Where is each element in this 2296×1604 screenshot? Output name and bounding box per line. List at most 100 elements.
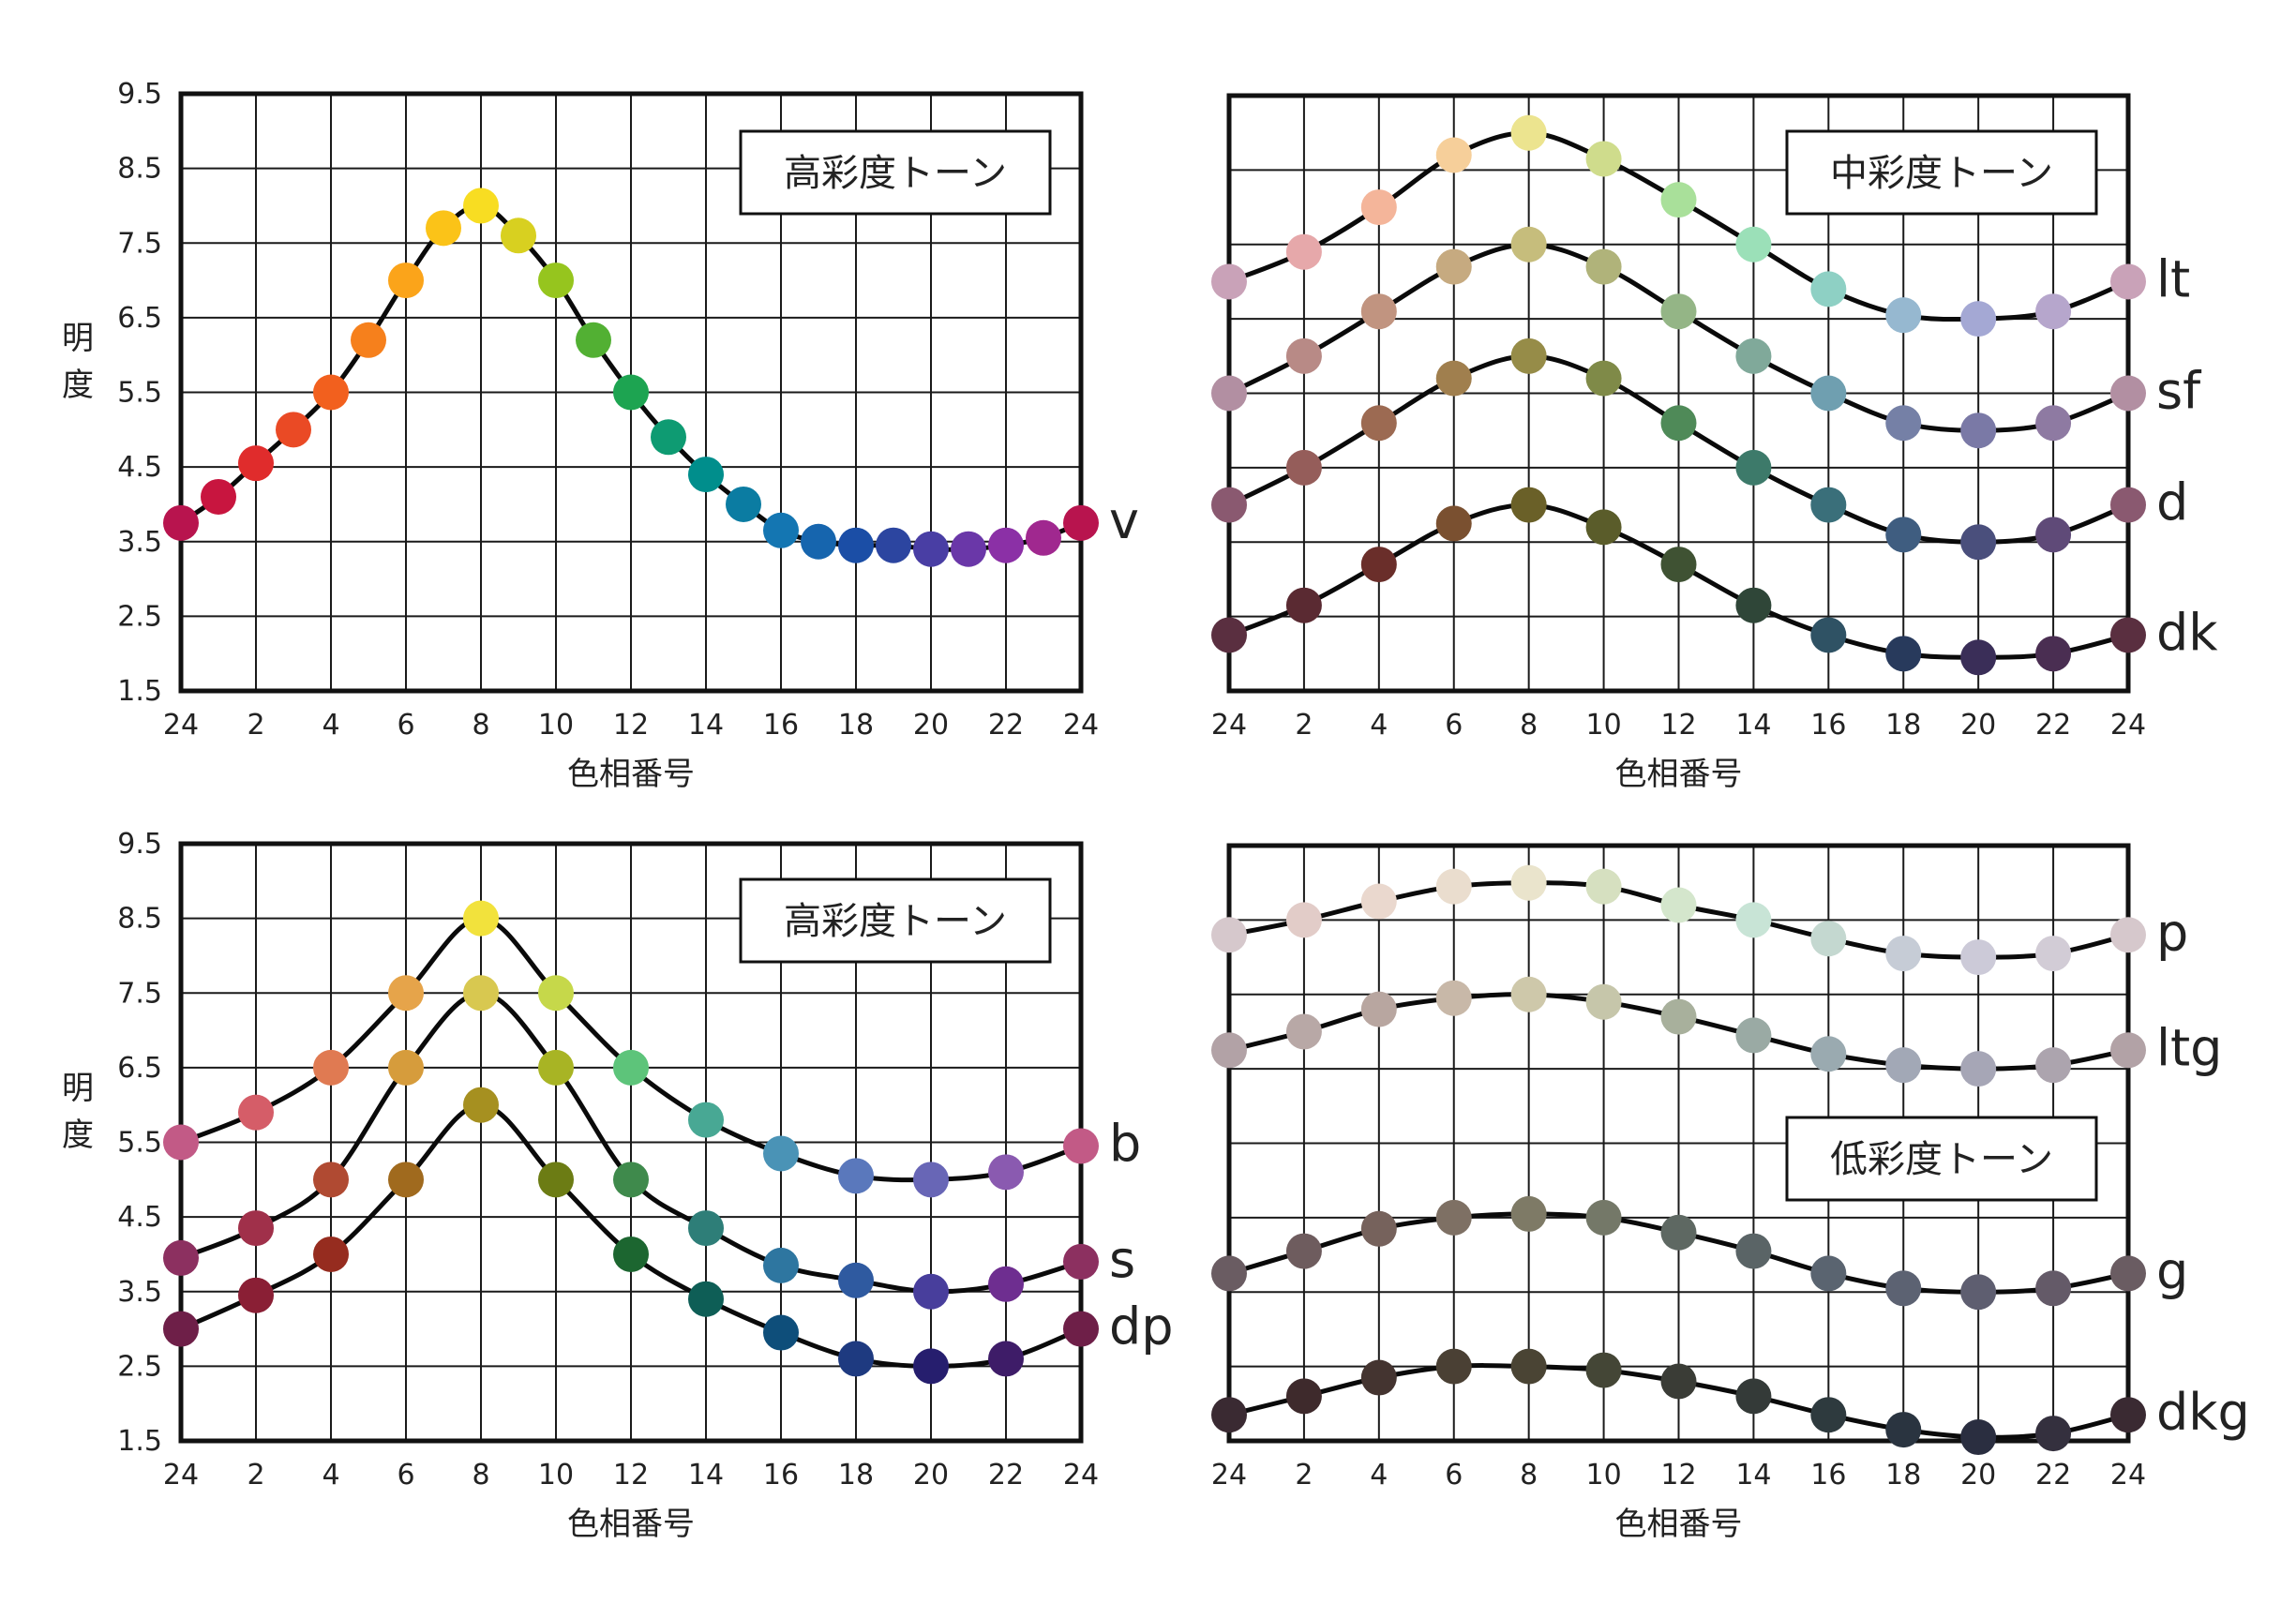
data-point-dp bbox=[838, 1341, 874, 1377]
data-point-dp bbox=[538, 1162, 574, 1198]
data-point-s bbox=[388, 1049, 424, 1086]
x-tick-label: 4 bbox=[1370, 709, 1388, 742]
series-label-ltg: ltg bbox=[2156, 1018, 2222, 1077]
data-point-s bbox=[163, 1239, 199, 1276]
data-point-dk bbox=[1435, 505, 1472, 542]
data-point-d bbox=[2110, 487, 2146, 523]
chart-title: 高彩度トーン bbox=[784, 152, 1007, 195]
data-point-b bbox=[913, 1162, 949, 1198]
series-dkg: dkg bbox=[1211, 1348, 2250, 1456]
x-tick-label: 8 bbox=[1520, 1459, 1538, 1492]
y-tick-label: 9.5 bbox=[117, 828, 162, 861]
data-point-b bbox=[463, 900, 499, 937]
data-point-lt bbox=[1360, 189, 1397, 226]
series-p: p bbox=[1211, 864, 2188, 976]
data-point-p bbox=[2110, 917, 2146, 953]
data-point-dk bbox=[1960, 639, 1997, 676]
data-point-d bbox=[1285, 449, 1322, 486]
x-tick-label: 2 bbox=[247, 1459, 264, 1492]
data-point-dk bbox=[2110, 617, 2146, 653]
data-point-lt bbox=[1585, 141, 1622, 177]
y-tick-label: 5.5 bbox=[117, 377, 162, 410]
series-label-p: p bbox=[2156, 903, 2188, 962]
data-point-g bbox=[1211, 1255, 1247, 1292]
data-point-sf bbox=[1960, 412, 1997, 449]
series-v: v bbox=[163, 187, 1139, 567]
data-point-dk bbox=[2035, 636, 2072, 672]
data-point-v bbox=[651, 419, 686, 456]
data-point-b bbox=[763, 1135, 799, 1172]
data-point-b bbox=[163, 1124, 199, 1161]
data-point-v bbox=[838, 527, 874, 563]
x-tick-label: 14 bbox=[1735, 709, 1771, 742]
data-point-v bbox=[538, 262, 574, 299]
data-point-p bbox=[1660, 887, 1697, 923]
x-tick-label: 6 bbox=[397, 709, 414, 742]
chart-title-box: 中彩度トーン bbox=[1785, 129, 2098, 216]
data-point-d bbox=[1660, 405, 1697, 442]
x-tick-label: 24 bbox=[163, 709, 199, 742]
data-point-ltg bbox=[1285, 1013, 1322, 1050]
data-point-b bbox=[538, 975, 574, 1012]
data-point-dk bbox=[1360, 547, 1397, 583]
data-point-lt bbox=[2110, 263, 2146, 300]
x-tick-label: 10 bbox=[1585, 1459, 1621, 1492]
x-tick-label: 6 bbox=[1445, 709, 1463, 742]
data-point-ltg bbox=[1510, 976, 1547, 1012]
data-point-dkg bbox=[1885, 1412, 1922, 1448]
y-axis-label-char: 明 bbox=[62, 1070, 94, 1107]
series-g: g bbox=[1211, 1195, 2188, 1311]
data-point-v bbox=[913, 531, 949, 567]
chart-title: 中彩度トーン bbox=[1830, 152, 2053, 195]
series-dp: dp bbox=[163, 1087, 1174, 1385]
y-tick-label: 8.5 bbox=[117, 903, 162, 936]
y-tick-label: 5.5 bbox=[117, 1127, 162, 1160]
x-tick-label: 6 bbox=[397, 1459, 414, 1492]
data-point-dp bbox=[463, 1087, 499, 1123]
data-point-ltg bbox=[1585, 983, 1622, 1020]
data-point-g bbox=[2110, 1255, 2146, 1292]
series-label-d: d bbox=[2156, 473, 2188, 532]
x-tick-label: 6 bbox=[1445, 1459, 1463, 1492]
data-point-ltg bbox=[1435, 980, 1472, 1016]
series-label-sf: sf bbox=[2156, 362, 2202, 421]
y-tick-label: 1.5 bbox=[117, 675, 162, 708]
plot-frame bbox=[1226, 843, 2131, 1444]
data-point-dkg bbox=[1585, 1352, 1622, 1388]
y-tick-label: 2.5 bbox=[117, 600, 162, 633]
x-tick-label: 16 bbox=[763, 1459, 799, 1492]
x-tick-label: 16 bbox=[763, 709, 799, 742]
data-point-v bbox=[351, 322, 386, 358]
x-tick-label: 20 bbox=[913, 709, 949, 742]
data-point-v bbox=[613, 374, 649, 411]
x-tick-label: 22 bbox=[2035, 1459, 2071, 1492]
data-point-lt bbox=[1735, 226, 1772, 262]
x-tick-label: 16 bbox=[1810, 709, 1846, 742]
x-tick-label: 24 bbox=[2110, 1459, 2146, 1492]
y-tick-label: 8.5 bbox=[117, 153, 162, 186]
y-tick-label: 7.5 bbox=[117, 977, 162, 1010]
data-point-v bbox=[388, 262, 424, 299]
data-point-g bbox=[2035, 1270, 2072, 1307]
data-point-g bbox=[1360, 1210, 1397, 1247]
x-tick-label: 10 bbox=[1585, 709, 1621, 742]
data-point-p bbox=[1885, 936, 1922, 972]
x-tick-label: 20 bbox=[1960, 709, 1996, 742]
data-point-ltg bbox=[1735, 1017, 1772, 1054]
data-point-ltg bbox=[1360, 991, 1397, 1027]
data-point-lt bbox=[1960, 301, 1997, 337]
data-point-lt bbox=[1435, 137, 1472, 173]
x-tick-label: 4 bbox=[322, 709, 339, 742]
data-point-lt bbox=[1510, 114, 1547, 151]
data-point-dkg bbox=[1211, 1397, 1247, 1433]
data-point-dkg bbox=[1960, 1419, 1997, 1456]
data-point-d bbox=[1360, 405, 1397, 442]
series-b: b bbox=[163, 900, 1141, 1198]
data-point-v bbox=[988, 527, 1024, 563]
data-point-p bbox=[1735, 902, 1772, 938]
data-point-sf bbox=[1360, 293, 1397, 330]
y-tick-label: 3.5 bbox=[117, 1276, 162, 1309]
chart-title-frame bbox=[1785, 129, 2098, 216]
data-point-dkg bbox=[1735, 1378, 1772, 1415]
